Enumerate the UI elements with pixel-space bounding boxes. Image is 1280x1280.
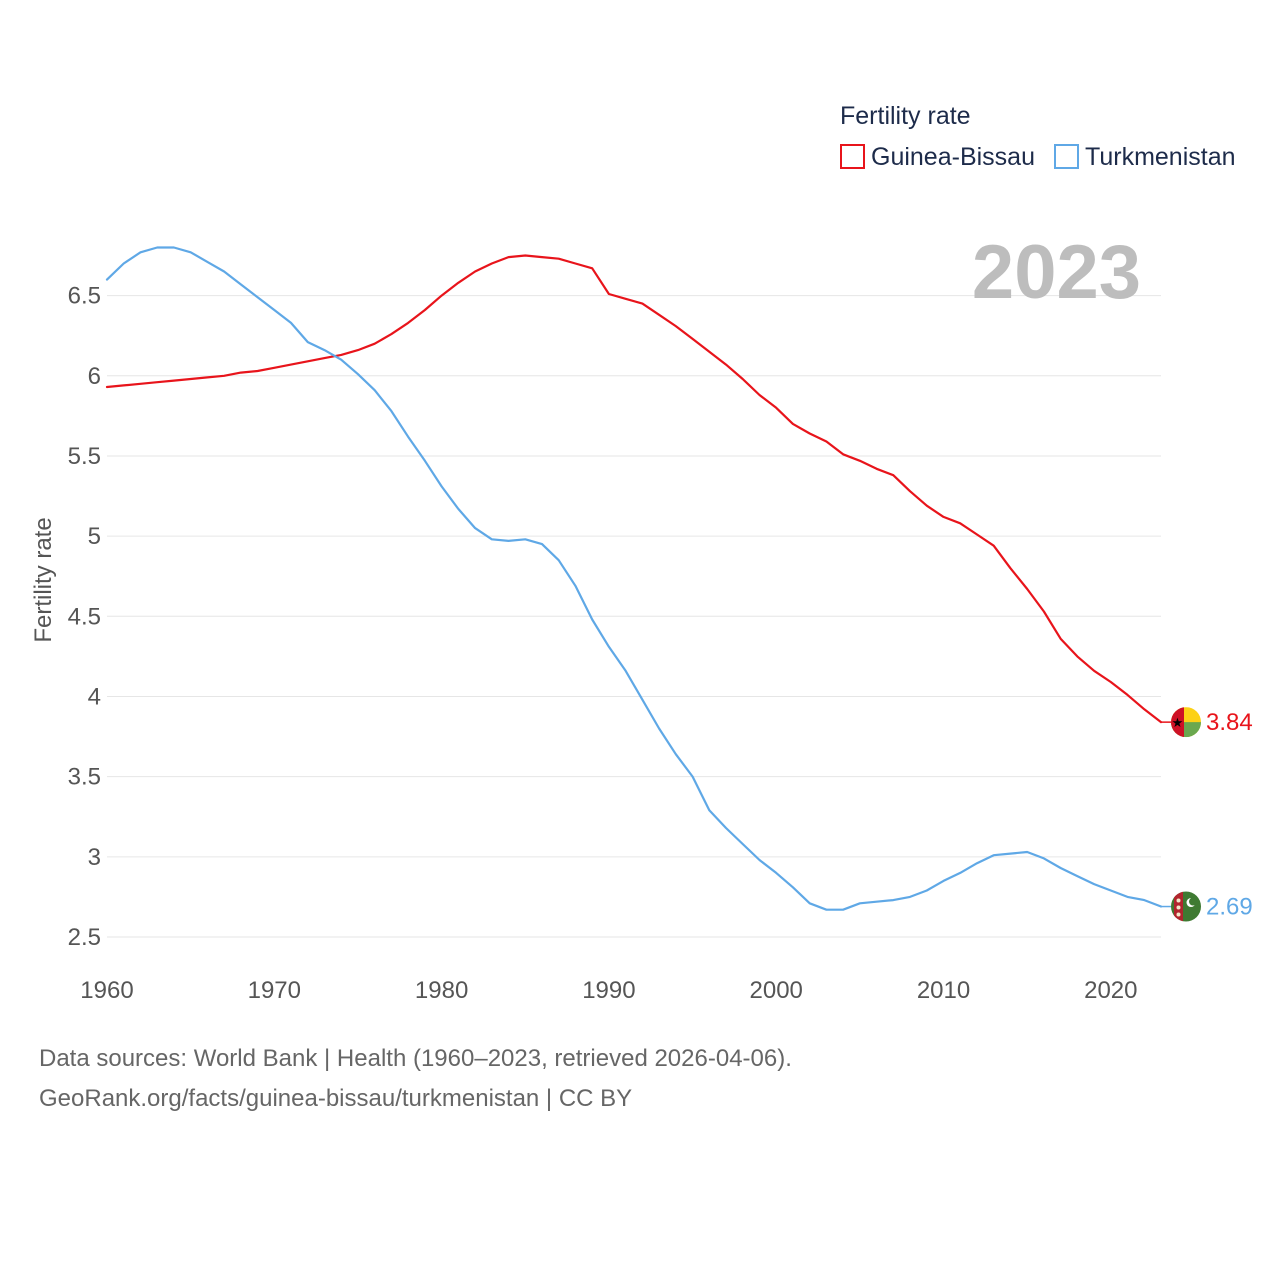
y-tick-label: 5 [88, 523, 101, 550]
legend-title: Fertility rate [840, 102, 971, 130]
gridlines [107, 295, 1161, 938]
guinea-bissau-flag-icon: ★ [1171, 707, 1201, 738]
x-tick-label: 1970 [248, 977, 301, 1004]
turkmenistan-flag-icon [1171, 891, 1201, 922]
x-tick-label: 1990 [582, 977, 635, 1004]
footer-source: Data sources: World Bank | Health (1960–… [39, 1045, 792, 1072]
svg-text:★: ★ [1172, 716, 1184, 731]
legend-label-turkmenistan[interactable]: Turkmenistan [1085, 143, 1236, 171]
y-tick-label: 6 [88, 363, 101, 390]
series-line-guinea-bissau[interactable] [105, 254, 1163, 724]
year-label: 2023 [972, 230, 1141, 315]
series-end-markers: ★ 3.84 2.69 [1161, 707, 1253, 922]
y-tick-label: 2.5 [68, 924, 101, 951]
footer-attribution[interactable]: GeoRank.org/facts/guinea-bissau/turkmeni… [39, 1085, 633, 1112]
y-tick-label: 5.5 [68, 443, 101, 470]
series-lines [105, 246, 1163, 911]
x-tick-label: 2010 [917, 977, 970, 1004]
y-tick-label: 4 [88, 683, 101, 710]
y-tick-label: 3 [88, 844, 101, 871]
y-axis-title: Fertility rate [30, 517, 57, 642]
x-tick-label: 1980 [415, 977, 468, 1004]
x-tick-label: 1960 [80, 977, 133, 1004]
legend: Fertility rate Guinea-Bissau Turkmenista… [840, 102, 1236, 171]
end-value-label: 3.84 [1206, 709, 1253, 736]
y-tick-label: 4.5 [68, 603, 101, 630]
x-tick-label: 2020 [1084, 977, 1137, 1004]
y-axis-ticks: 2.5 3 3.5 4 4.5 5 5.5 6 6.5 [68, 283, 101, 951]
legend-swatch-turkmenistan[interactable] [1054, 144, 1079, 169]
x-axis-ticks: 1960 1970 1980 1990 2000 2010 2020 [80, 977, 1137, 1004]
x-tick-label: 2000 [750, 977, 803, 1004]
end-value-label: 2.69 [1206, 894, 1253, 921]
legend-swatch-guinea-bissau[interactable] [840, 144, 865, 169]
y-tick-label: 6.5 [68, 283, 101, 310]
series-line-turkmenistan[interactable] [105, 246, 1163, 911]
legend-label-guinea-bissau[interactable]: Guinea-Bissau [871, 143, 1035, 171]
y-tick-label: 3.5 [68, 764, 101, 791]
